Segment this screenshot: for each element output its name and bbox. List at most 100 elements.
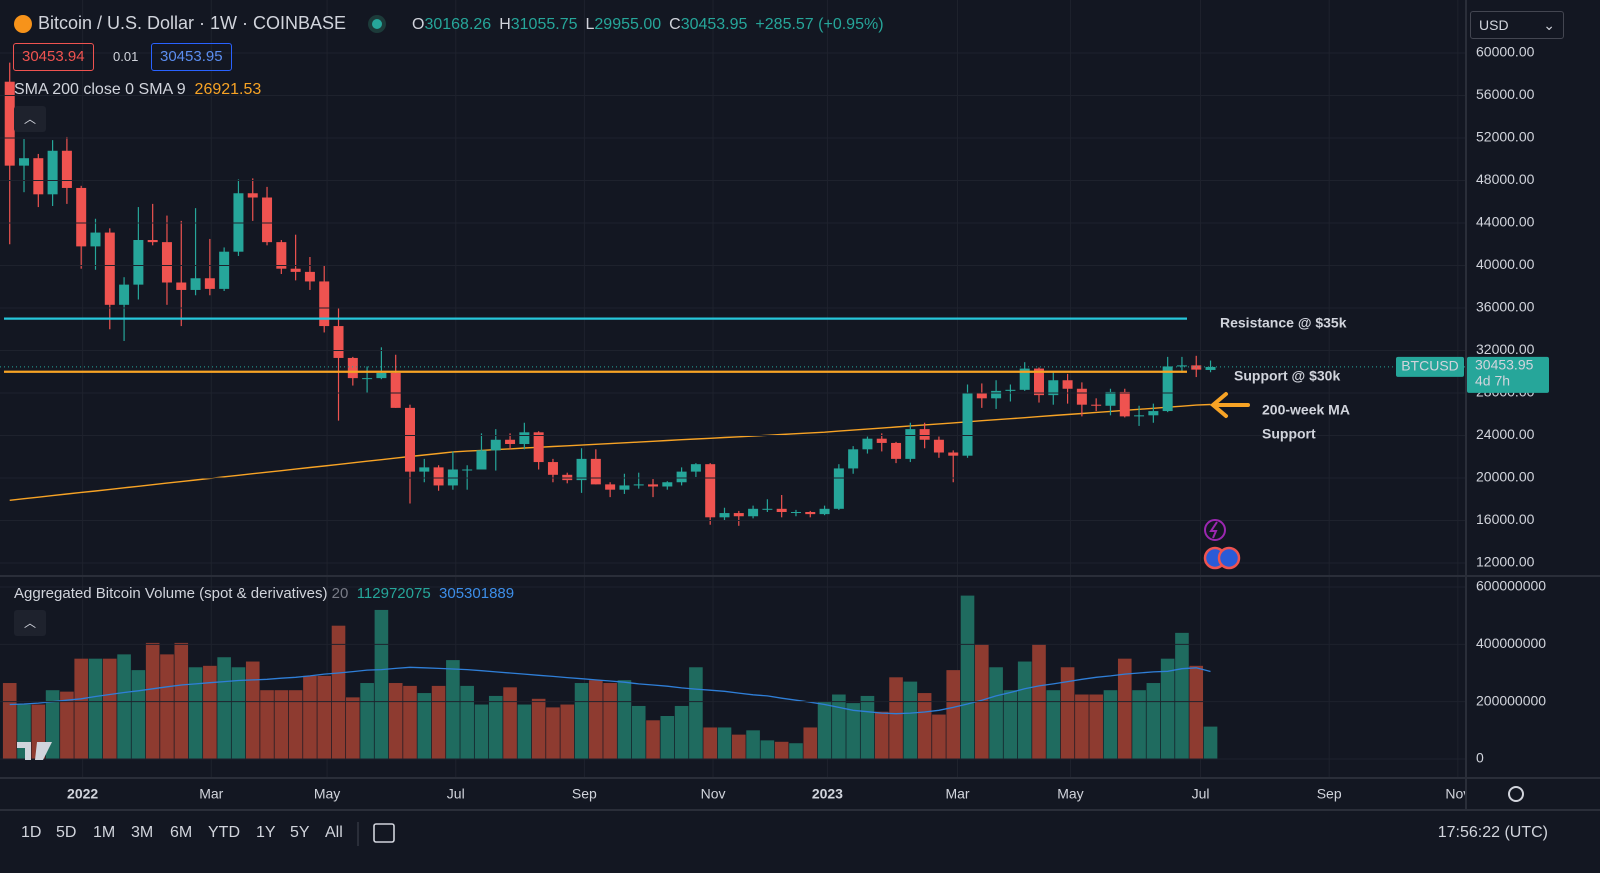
- x-tick-label: Mar: [199, 786, 223, 802]
- volume-bar: [1060, 667, 1075, 759]
- volume-bar: [474, 704, 489, 759]
- candle-body: [1048, 380, 1059, 396]
- currency-select[interactable]: USD ⌄: [1470, 11, 1564, 39]
- candle-body: [748, 508, 759, 517]
- volume-bar: [45, 690, 60, 759]
- candle-body: [1019, 368, 1030, 390]
- candle-body: [362, 378, 373, 380]
- x-tick-label: Sep: [572, 786, 597, 802]
- y-tick-label: 16000.00: [1476, 511, 1535, 527]
- range-button[interactable]: All: [325, 824, 343, 841]
- market-status: [372, 18, 383, 29]
- volume-bar: [903, 681, 918, 759]
- volume-bar: [574, 683, 589, 759]
- candle-body: [962, 393, 973, 456]
- volume-bar: [245, 661, 260, 759]
- volume-bar: [74, 658, 88, 759]
- volume-bar: [488, 695, 503, 759]
- volume-bar: [617, 680, 632, 759]
- volume-bar: [717, 727, 732, 759]
- price-change: +285.57 (+0.95%): [755, 16, 884, 33]
- symbol-title[interactable]: Bitcoin / U.S. Dollar · 1W · COINBASE: [38, 13, 347, 33]
- range-button[interactable]: 3M: [131, 824, 154, 841]
- candle-body: [219, 251, 230, 289]
- volume-bar: [1017, 661, 1032, 759]
- volume-bar: [817, 701, 832, 759]
- ma-annotation: 200-week MA: [1262, 402, 1350, 418]
- volume-bar: [317, 675, 332, 759]
- candle-body: [61, 150, 72, 188]
- range-button[interactable]: 5Y: [290, 824, 310, 841]
- candle-body: [233, 193, 244, 252]
- volume-bar: [131, 670, 146, 759]
- candle-body: [462, 469, 473, 471]
- volume-bar: [1189, 665, 1204, 759]
- buy-button[interactable]: 30453.95: [151, 43, 232, 71]
- collapse-button[interactable]: ︿: [14, 106, 46, 132]
- volume-tick-label: 0: [1476, 750, 1484, 766]
- x-tick-label: 2023: [812, 786, 843, 802]
- candle-body: [204, 278, 215, 289]
- candle-body: [47, 150, 58, 195]
- y-tick-label: 20000.00: [1476, 469, 1535, 485]
- candle-body: [505, 439, 516, 444]
- ohlc-legend: O30168.26 H31055.75 L29955.00 C30453.95 +285…: [412, 16, 884, 34]
- candle-body: [4, 81, 15, 166]
- candle-body: [991, 390, 1002, 399]
- sell-button[interactable]: 30453.94: [13, 43, 94, 71]
- collapse-button[interactable]: ︿: [14, 610, 46, 636]
- tv-logo: [17, 742, 52, 760]
- volume-bar: [760, 740, 775, 759]
- y-tick-label: 52000.00: [1476, 129, 1535, 145]
- ohlc-value: 29955.00: [594, 16, 662, 33]
- ohlc-value: 30453.95: [680, 16, 748, 33]
- candle-body: [76, 187, 87, 247]
- range-button[interactable]: 1M: [93, 824, 116, 841]
- y-tick-label: 36000.00: [1476, 299, 1535, 315]
- candle-body: [819, 508, 830, 515]
- range-button[interactable]: 5D: [56, 824, 77, 841]
- candle-body: [662, 482, 673, 487]
- candle-body: [276, 242, 287, 269]
- candle-body: [1205, 366, 1216, 370]
- volume-bar: [288, 690, 303, 759]
- candle-body: [605, 484, 616, 490]
- candle-body: [533, 432, 544, 463]
- range-button[interactable]: 1D: [21, 824, 42, 841]
- volume-tick-label: 400000000: [1476, 635, 1546, 651]
- y-tick-label: 44000.00: [1476, 214, 1535, 230]
- volume-bar: [260, 690, 274, 759]
- candle-body: [319, 281, 330, 327]
- x-tick-label: Nov: [1445, 786, 1470, 802]
- volume-bar: [446, 660, 460, 759]
- candle-body: [190, 278, 201, 290]
- volume-bar: [88, 658, 103, 759]
- candle-body: [1105, 391, 1116, 406]
- volume-bar: [803, 727, 818, 759]
- range-button[interactable]: 6M: [170, 824, 193, 841]
- candle-body: [376, 372, 387, 379]
- volume-bar: [117, 654, 131, 759]
- candle-body: [719, 513, 730, 518]
- candle-body: [247, 193, 258, 198]
- candle-body: [1119, 391, 1130, 417]
- candle-body: [176, 282, 187, 290]
- clock[interactable]: 17:56:22 (UTC): [1437, 824, 1548, 841]
- volume-bar: [531, 698, 546, 759]
- volume-ma-value: 305301889: [439, 585, 515, 602]
- volume-bar: [917, 693, 932, 759]
- volume-bar: [231, 667, 246, 759]
- volume-bar: [2, 683, 17, 759]
- range-button[interactable]: YTD: [208, 824, 240, 841]
- candle-body: [690, 464, 701, 472]
- volume-bar: [60, 691, 74, 759]
- candle-body: [862, 438, 873, 450]
- volume-bar: [460, 685, 474, 759]
- volume-value: 112972075: [356, 585, 431, 602]
- volume-bar: [1103, 690, 1118, 759]
- volume-bar: [1046, 690, 1061, 759]
- range-button[interactable]: 1Y: [256, 824, 276, 841]
- volume-bar: [1175, 632, 1189, 759]
- candle-body: [948, 452, 959, 456]
- volume-bar: [932, 714, 946, 759]
